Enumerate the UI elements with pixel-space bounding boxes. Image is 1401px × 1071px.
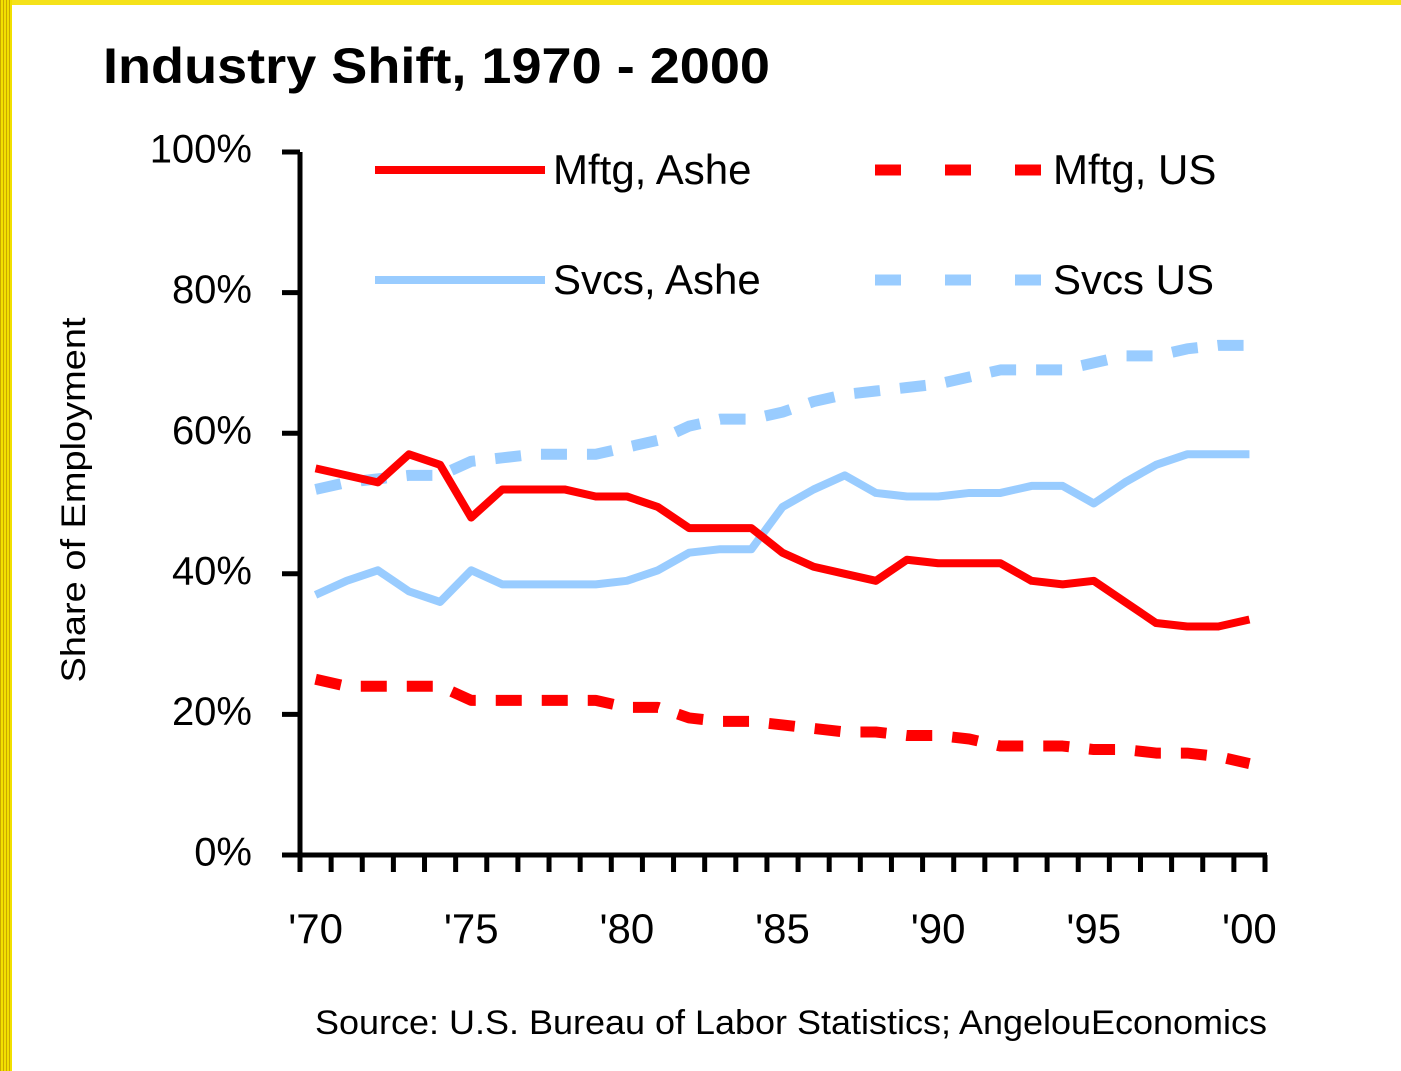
legend-label: Svcs, Ashe (553, 256, 761, 303)
top-border (0, 0, 1401, 5)
x-tick-label: '95 (1066, 905, 1121, 952)
x-tick-label: '90 (911, 905, 966, 952)
x-tick-label: '00 (1222, 905, 1277, 952)
legend-label: Svcs US (1053, 256, 1214, 303)
series-line (314, 450, 1251, 631)
legend-label: Mftg, Ashe (553, 146, 751, 193)
y-tick-label: 60% (172, 409, 252, 453)
x-tick-label: '75 (444, 905, 499, 952)
chart-title: Industry Shift, 1970 - 2000 (103, 38, 770, 94)
series-line (314, 673, 1251, 769)
y-tick-label: 0% (194, 831, 252, 875)
x-tick-label: '85 (755, 905, 810, 952)
y-tick-label: 20% (172, 690, 252, 734)
y-tick-label: 100% (150, 128, 252, 172)
left-border (0, 0, 12, 1071)
y-tick-label: 40% (172, 549, 252, 593)
series-line (313, 450, 1250, 606)
x-tick-label: '70 (288, 905, 343, 952)
y-tick-label: 80% (172, 268, 252, 312)
x-tick-label: '80 (599, 905, 654, 952)
y-axis-label: Share of Employment (55, 317, 93, 683)
series-line (314, 339, 1250, 495)
source-note: Source: U.S. Bureau of Labor Statistics;… (315, 1004, 1267, 1042)
legend-label: Mftg, US (1053, 146, 1216, 193)
